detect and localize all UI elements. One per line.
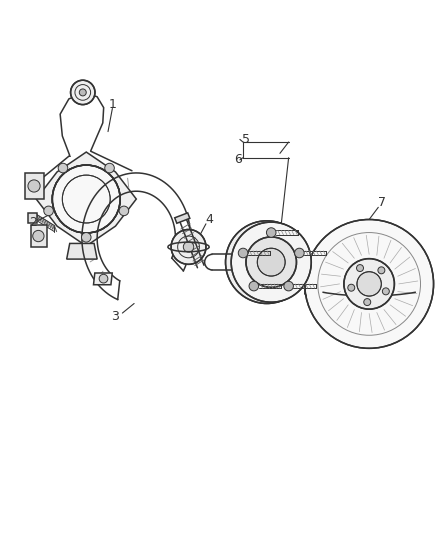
Text: 6: 6 (234, 154, 242, 166)
Circle shape (348, 284, 355, 291)
Circle shape (231, 222, 311, 302)
Circle shape (28, 180, 40, 192)
Polygon shape (25, 173, 44, 199)
Text: 3: 3 (112, 310, 119, 323)
Circle shape (79, 89, 86, 96)
Circle shape (44, 206, 53, 216)
Circle shape (238, 248, 248, 258)
Circle shape (81, 232, 91, 242)
Circle shape (52, 165, 120, 233)
Circle shape (266, 228, 276, 237)
Polygon shape (175, 213, 190, 223)
Polygon shape (36, 152, 136, 246)
Polygon shape (93, 273, 112, 285)
Circle shape (344, 259, 394, 309)
Circle shape (305, 220, 434, 349)
Text: 2: 2 (29, 216, 37, 230)
Circle shape (284, 281, 293, 291)
Circle shape (257, 248, 285, 276)
Circle shape (58, 163, 68, 173)
Circle shape (295, 248, 304, 258)
Circle shape (184, 241, 194, 252)
Circle shape (99, 274, 108, 283)
Text: 4: 4 (205, 213, 213, 226)
Circle shape (105, 163, 114, 173)
Circle shape (249, 281, 258, 291)
Text: 5: 5 (242, 133, 251, 146)
Polygon shape (184, 249, 196, 263)
Circle shape (246, 237, 297, 287)
Circle shape (171, 230, 206, 264)
Circle shape (378, 267, 385, 274)
Circle shape (119, 206, 129, 216)
Polygon shape (31, 225, 47, 247)
Circle shape (364, 298, 371, 305)
Circle shape (357, 272, 381, 296)
Circle shape (52, 165, 120, 233)
Circle shape (357, 264, 364, 271)
Circle shape (382, 288, 389, 295)
Text: 1: 1 (109, 98, 117, 111)
Circle shape (226, 221, 308, 303)
Polygon shape (67, 244, 97, 259)
Polygon shape (28, 213, 37, 223)
Text: 7: 7 (378, 196, 386, 208)
Circle shape (33, 230, 44, 241)
Circle shape (71, 80, 95, 104)
